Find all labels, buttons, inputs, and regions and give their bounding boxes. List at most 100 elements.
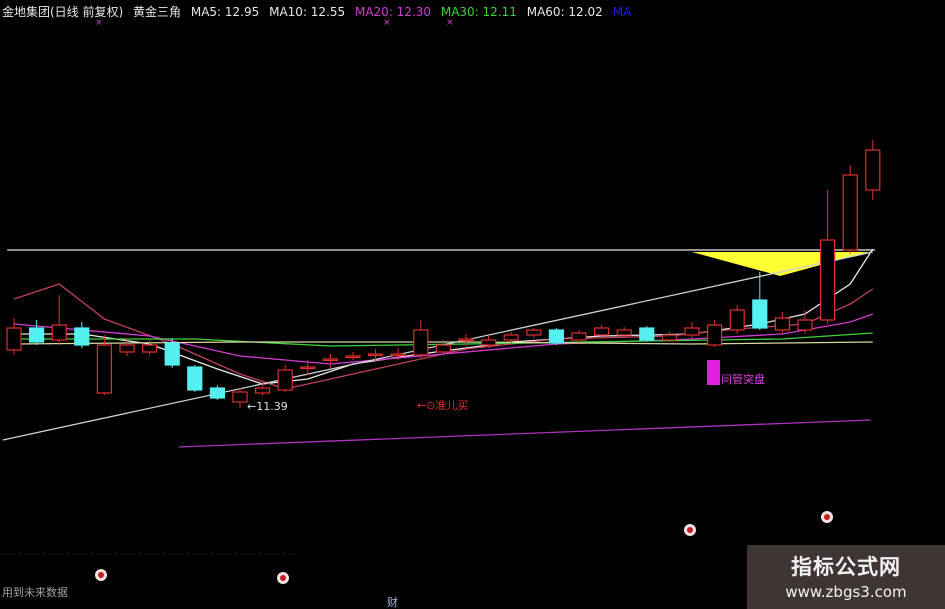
candle[interactable] [797,310,813,334]
low-price-label: ←11.39 [247,400,288,413]
candle-body [277,369,293,391]
buy-signal-label: ←⊙准儿买 [417,399,469,412]
candle[interactable] [435,340,451,356]
candle[interactable] [819,190,836,324]
candle-body [29,327,45,343]
candle[interactable] [29,320,45,345]
candle[interactable] [548,328,565,345]
candle[interactable] [526,328,542,338]
candle[interactable] [164,338,180,368]
signal-dot-icon[interactable] [821,511,833,523]
candle[interactable] [51,295,67,345]
candle[interactable] [752,272,768,330]
breakout-bar [707,360,720,385]
candle[interactable] [706,320,723,347]
ma20-line [13,313,874,365]
candle[interactable] [729,305,745,334]
candle-body [390,353,406,357]
candle[interactable] [187,365,203,392]
candle[interactable] [661,332,678,342]
candle[interactable] [639,326,655,342]
future-data-warning: 用到未来数据 [2,586,68,599]
candle-body [255,387,271,394]
candle-body [413,329,429,356]
finance-marker[interactable]: 财 [387,596,398,609]
candle[interactable] [142,340,158,355]
candle-body [187,366,203,391]
candle-body [96,344,113,394]
candle-body [797,319,813,331]
watermark: 指标公式网 www.zbgs3.com [747,545,945,609]
candle[interactable] [322,354,338,368]
candle-body [571,332,587,341]
watermark-title: 指标公式网 [791,555,901,579]
signal-dot-icon[interactable] [277,572,289,584]
candle[interactable] [571,330,587,343]
candle-body [661,334,678,341]
watermark-url: www.zbgs3.com [785,583,907,601]
candle-body [865,149,881,191]
candle[interactable] [232,388,248,408]
candle-body [819,239,836,321]
candle[interactable] [842,165,858,254]
stock-title: 金地集团(日线 前复权) [2,5,124,19]
candle-body [345,355,361,359]
candle[interactable] [413,320,429,358]
x-marker-icon: × [383,18,391,28]
candle[interactable] [6,318,22,355]
candle-body [209,387,225,399]
candle[interactable] [209,385,225,400]
candle-body [616,329,632,336]
candle-body [526,329,542,336]
candle-body [752,299,768,329]
ma30-value: MA30: 12.11 [440,5,517,19]
candle[interactable] [616,327,632,338]
candle-body [458,338,474,342]
candle-body [300,366,316,370]
candle[interactable] [684,322,700,338]
indicator-name: 黄金三角 [133,5,182,19]
candle[interactable] [74,322,90,348]
candle[interactable] [390,348,406,360]
candle-body [322,358,338,362]
candle-body [74,327,90,346]
candle[interactable] [96,335,113,395]
candle-body [548,329,565,344]
candle-body [51,324,67,341]
candle[interactable] [368,349,384,361]
candle-body [684,327,700,336]
candle[interactable] [300,360,316,375]
signal-dot-icon[interactable] [684,524,696,536]
candle-body [164,342,180,366]
candle[interactable] [481,335,497,348]
candle[interactable] [345,352,361,360]
ma-extra-value: MA [612,5,632,19]
candle-body [232,391,248,403]
ma10-value: MA10: 12.55 [269,5,346,19]
candle-body [481,339,497,346]
ma20-value: MA20: 12.30 [354,5,432,19]
chart-header: 金地集团(日线 前复权) 黄金三角 MA5: 12.95 MA10: 12.55… [2,3,637,20]
candle[interactable] [458,334,474,346]
candle[interactable] [865,140,881,200]
candle-body [639,327,655,341]
candle-body [6,327,22,351]
candle[interactable] [774,312,791,334]
candle[interactable] [255,380,271,396]
candle-body [842,174,858,251]
candle[interactable] [593,325,610,338]
candle-body [706,324,723,346]
candle-body [119,344,135,353]
candle-body [729,309,745,331]
ma5-value: MA5: 12.95 [190,5,260,19]
candle[interactable] [277,365,293,392]
ma60-value: MA60: 12.02 [526,5,603,19]
x-marker-icon: × [95,18,103,28]
candle-body [142,344,158,353]
candle[interactable] [119,338,135,356]
candle[interactable] [503,332,519,344]
candle-body [593,327,610,336]
signal-dot-icon[interactable] [95,569,107,581]
